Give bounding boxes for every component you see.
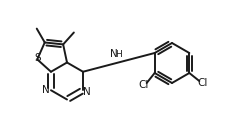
Text: Cl: Cl (138, 80, 149, 90)
Text: H: H (116, 50, 122, 59)
Text: N: N (83, 87, 91, 97)
Text: N: N (42, 85, 50, 95)
Text: N: N (110, 49, 118, 59)
Text: Cl: Cl (197, 78, 207, 88)
Text: S: S (34, 53, 41, 63)
